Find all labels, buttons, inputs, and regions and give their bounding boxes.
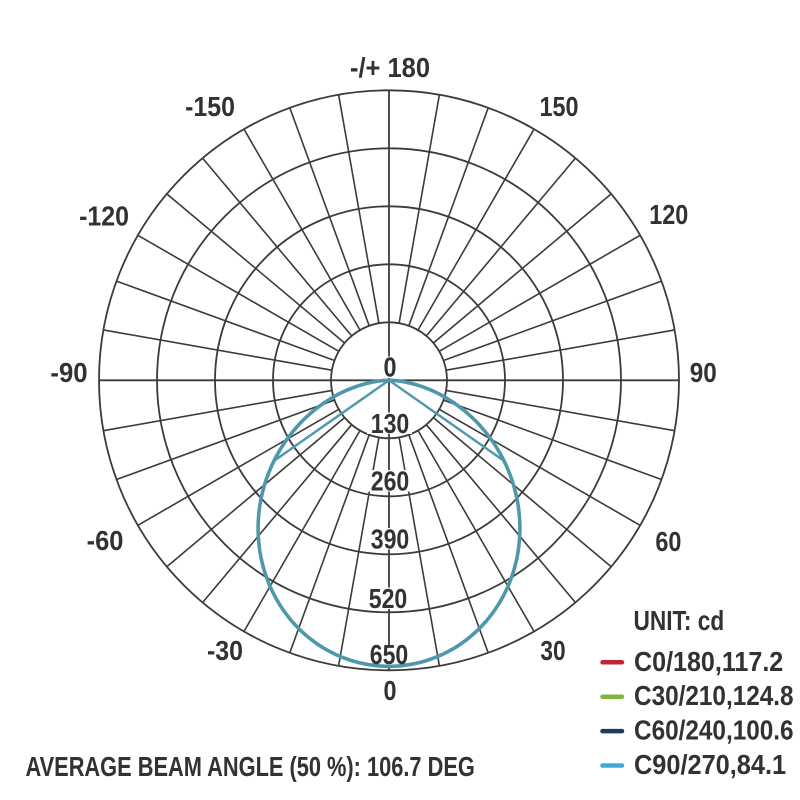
svg-text:520: 520 — [369, 584, 408, 615]
svg-text:0: 0 — [383, 353, 396, 383]
svg-text:90: 90 — [690, 357, 717, 389]
svg-text:-30: -30 — [207, 635, 243, 667]
svg-text:-60: -60 — [87, 525, 124, 556]
svg-text:C30/210,124.8: C30/210,124.8 — [634, 680, 794, 712]
svg-text:-150: -150 — [185, 91, 235, 123]
svg-text:C0/180,117.2: C0/180,117.2 — [634, 646, 783, 678]
svg-text:C60/240,100.6: C60/240,100.6 — [634, 714, 794, 746]
svg-text:390: 390 — [371, 525, 410, 556]
svg-text:-120: -120 — [79, 200, 129, 232]
svg-text:260: 260 — [371, 467, 410, 498]
svg-text:C90/270,84.1: C90/270,84.1 — [634, 749, 786, 780]
svg-text:60: 60 — [655, 527, 681, 557]
svg-text:AVERAGE BEAM ANGLE (50 %): 106: AVERAGE BEAM ANGLE (50 %): 106.7 DEG — [26, 752, 475, 783]
svg-text:150: 150 — [540, 92, 579, 122]
svg-text:130: 130 — [371, 409, 410, 440]
svg-text:UNIT: cd: UNIT: cd — [634, 606, 725, 637]
svg-text:-90: -90 — [50, 357, 87, 388]
svg-text:-/+ 180: -/+ 180 — [350, 52, 430, 83]
svg-text:120: 120 — [649, 200, 688, 230]
svg-text:650: 650 — [370, 640, 409, 671]
svg-text:0: 0 — [383, 676, 396, 706]
svg-text:30: 30 — [540, 636, 565, 667]
